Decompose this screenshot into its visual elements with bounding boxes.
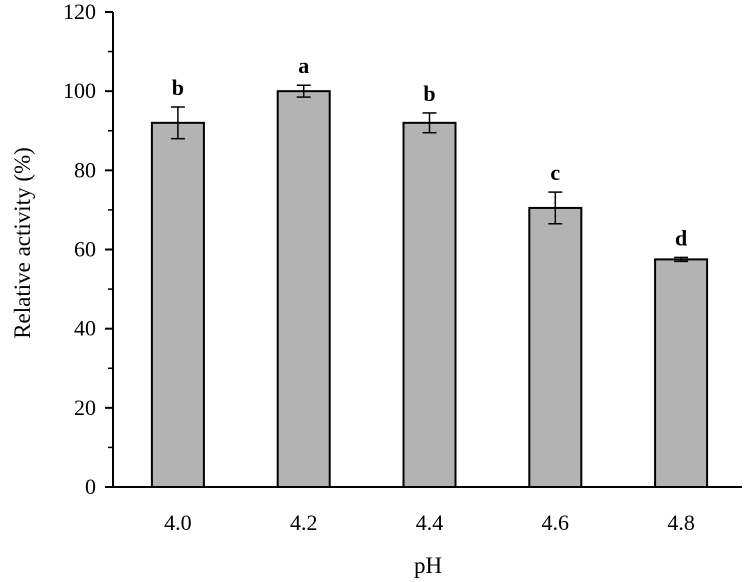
- y-tick-label: 20: [74, 395, 96, 420]
- x-tick-label: 4.2: [290, 510, 318, 535]
- y-tick-label: 60: [74, 237, 96, 262]
- y-axis-label: Relative activity (%): [10, 147, 35, 339]
- x-tick-label: 4.8: [667, 510, 695, 535]
- significance-letter: b: [172, 75, 184, 100]
- significance-letter: d: [675, 225, 687, 250]
- significance-letter: b: [423, 81, 435, 106]
- x-axis-label: pH: [414, 553, 442, 578]
- x-tick-label: 4.0: [164, 510, 192, 535]
- bar-4.6: [528, 206, 583, 488]
- bar-4.4: [402, 121, 457, 488]
- y-tick-label: 80: [74, 157, 96, 182]
- y-tick-label: 100: [63, 78, 96, 103]
- y-tick-label: 0: [85, 474, 96, 499]
- bar-4.2: [276, 90, 331, 489]
- bar-4.8: [654, 258, 709, 489]
- bar-4.0: [150, 121, 205, 488]
- x-tick-label: 4.4: [416, 510, 444, 535]
- axes-layer: 0 20 40 60 80 100 120 4.0 4.2 4.4 4.6 4.8: [63, 0, 742, 535]
- y-tick-label: 120: [63, 0, 96, 24]
- significance-letter: c: [550, 160, 560, 185]
- bars-layer: b a b c d: [150, 53, 709, 489]
- x-tick-label: 4.6: [542, 510, 570, 535]
- y-tick-label: 40: [74, 316, 96, 341]
- significance-letter: a: [298, 53, 309, 78]
